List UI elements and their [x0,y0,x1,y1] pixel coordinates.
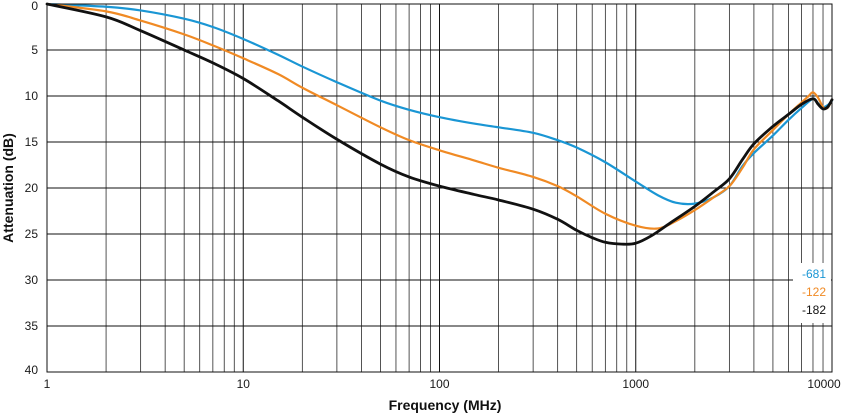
x-tick-labels: 1 10 100 1000 10000 [44,377,841,391]
legend: -681 -122 -182 [802,267,826,317]
x-axis-title: Frequency (MHz) [389,397,502,413]
y-tick-label: 20 [25,181,39,195]
y-tick-label: 25 [25,227,39,241]
plot-frame [46,3,833,373]
series-line-182 [45,2,834,246]
x-tick-label: 10000 [807,377,841,391]
x-tick-label: 1 [44,377,51,391]
legend-entry: -122 [802,285,826,299]
legend-box [793,263,831,323]
x-tick-label: 100 [429,377,449,391]
y-tick-label: 15 [25,135,39,149]
legend-entry: -182 [802,303,826,317]
series-lines [45,2,834,246]
y-tick-label: 5 [31,43,38,57]
y-tick-labels: 0 5 10 15 20 25 30 35 40 [25,0,39,377]
y-tick-label: 40 [25,363,39,377]
y-axis-title: Attenuation (dB) [0,133,16,243]
major-gridlines [47,4,832,372]
x-tick-label: 10 [237,377,251,391]
x-tick-label: 1000 [622,377,649,391]
series-line-122 [45,2,834,230]
series-line-681 [45,2,834,206]
y-tick-label: 0 [31,0,38,13]
y-tick-label: 35 [25,319,39,333]
legend-entry: -681 [802,267,826,281]
y-tick-label: 30 [25,273,39,287]
y-tick-label: 10 [25,89,39,103]
